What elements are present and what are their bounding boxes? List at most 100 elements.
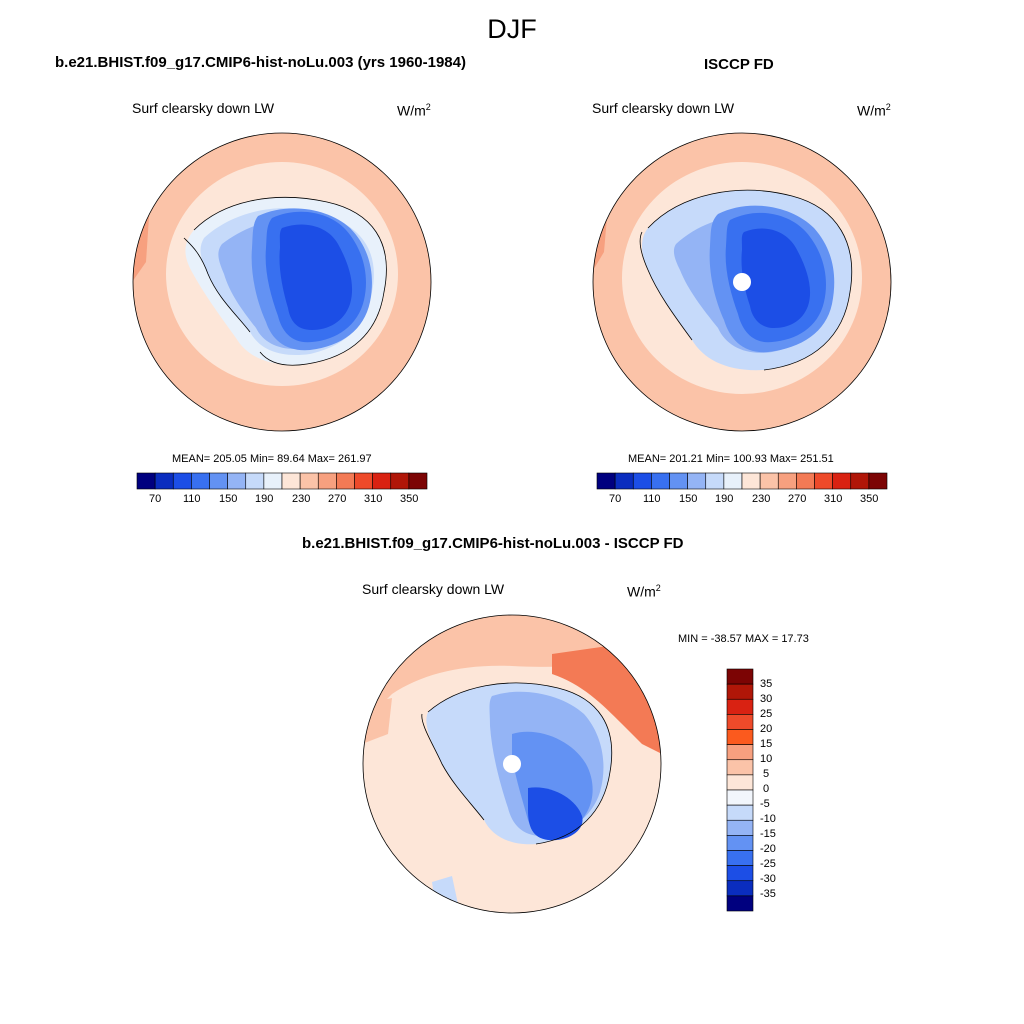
panel3-cb-tick: 35 — [760, 678, 773, 690]
panel3-cb-tick: -5 — [760, 798, 770, 810]
colorbar-swatch — [726, 744, 754, 761]
panel1-coastline — [183, 197, 387, 366]
panel3-pole-hole — [503, 755, 521, 773]
colorbar-swatch — [726, 683, 754, 700]
colorbar-swatch — [726, 759, 754, 776]
colorbar-swatch — [868, 472, 888, 490]
colorbar-swatch — [759, 472, 779, 490]
panel1-title: b.e21.BHIST.f09_g17.CMIP6-hist-noLu.003 … — [55, 54, 466, 71]
colorbar-swatch — [154, 472, 174, 490]
panel1-units-label: W/m2 — [397, 102, 431, 119]
colorbar-swatch — [596, 472, 616, 490]
panel2-cb-tick: 110 — [643, 493, 661, 505]
colorbar-swatch — [408, 472, 428, 490]
colorbar-swatch — [172, 472, 192, 490]
panel2-stats: MEAN= 201.21 Min= 100.93 Max= 251.51 — [628, 453, 834, 465]
colorbar-swatch — [726, 668, 754, 685]
colorbar-swatch — [726, 698, 754, 715]
colorbar-swatch — [687, 472, 707, 490]
colorbar-swatch — [705, 472, 725, 490]
colorbar-swatch — [723, 472, 743, 490]
colorbar-swatch — [726, 835, 754, 851]
panel2-ice-core — [741, 228, 811, 328]
panel3-stats: MIN = -38.57 MAX = 17.73 — [678, 633, 809, 645]
panel1-cb-tick: 230 — [292, 493, 311, 505]
panel3-cb-tick: -25 — [760, 858, 776, 870]
panel1-map-border — [132, 132, 432, 432]
colorbar-swatch — [245, 472, 265, 490]
panel3-cb-tick: -30 — [760, 873, 776, 885]
panel1-cb-tick: 190 — [255, 493, 274, 505]
panel3-cb-tick: -20 — [760, 843, 776, 855]
panel2-cb-tick: 350 — [860, 493, 879, 505]
colorbar-swatch — [651, 472, 670, 490]
panel1-colorbar — [136, 472, 428, 490]
panel3-colorbar-labels: 35 30 25 20 15 10 5 0 -5 -10 -15 -20 -25… — [758, 669, 798, 911]
colorbar-swatch — [832, 472, 852, 490]
panel1-variable-label: Surf clearsky down LW — [132, 100, 275, 116]
panel1-polar-map — [132, 132, 432, 432]
colorbar-swatch — [281, 472, 301, 490]
panel3-north-warm — [363, 615, 661, 724]
panel2-pole-hole — [733, 273, 751, 291]
colorbar-swatch — [372, 472, 392, 490]
colorbar-swatch — [850, 472, 870, 490]
panel1-cb-tick: 350 — [400, 493, 419, 505]
panel2-cb-tick: 270 — [788, 493, 807, 505]
colorbar-swatch — [669, 472, 688, 490]
panel2-cb-tick: 190 — [715, 493, 734, 505]
panel3-ice-diff-4 — [528, 787, 583, 841]
panel3-map-border — [362, 614, 662, 914]
panel2-cb-tick: 150 — [679, 493, 698, 505]
colorbar-swatch — [726, 850, 754, 866]
figure-title: DJF — [487, 14, 537, 44]
panel1-cb-tick: 270 — [328, 493, 347, 505]
colorbar-swatch — [726, 774, 754, 791]
panel3-cb-tick: 5 — [763, 768, 770, 780]
colorbar-swatch — [726, 895, 754, 912]
panel2-map-border — [592, 132, 892, 432]
colorbar-swatch — [209, 472, 228, 490]
colorbar-swatch — [136, 472, 156, 490]
colorbar-swatch — [741, 472, 761, 490]
panel1-colorbar-labels: 70 110 150 190 230 270 310 350 — [137, 493, 427, 507]
colorbar-swatch — [191, 472, 210, 490]
panel2-units-label: W/m2 — [857, 102, 891, 119]
colorbar-swatch — [354, 472, 373, 490]
panel3-cb-tick: 0 — [763, 783, 770, 795]
colorbar-swatch — [317, 472, 337, 490]
colorbar-swatch — [726, 804, 754, 821]
panel3-cb-tick: -15 — [760, 828, 776, 840]
colorbar-swatch — [336, 472, 355, 490]
panel2-cb-tick: 70 — [609, 493, 622, 505]
panel2-colorbar — [596, 472, 888, 490]
colorbar-swatch — [726, 819, 754, 836]
panel2-coastline — [639, 189, 853, 371]
panel3-cb-tick: 30 — [760, 693, 773, 705]
panel3-polar-map — [362, 614, 662, 914]
panel3-variable-label: Surf clearsky down LW — [362, 581, 505, 597]
colorbar-swatch — [726, 789, 754, 806]
panel2-variable-label: Surf clearsky down LW — [592, 100, 735, 116]
colorbar-swatch — [726, 714, 754, 730]
colorbar-swatch — [726, 729, 754, 745]
panel2-cb-tick: 230 — [752, 493, 771, 505]
panel3-cb-tick: 15 — [760, 738, 773, 750]
colorbar-swatch — [777, 472, 797, 490]
panel3-cb-tick: 20 — [760, 723, 773, 735]
panel1-cb-tick: 70 — [149, 493, 162, 505]
panel3-cb-tick: 10 — [760, 753, 773, 765]
colorbar-swatch — [726, 865, 754, 882]
panel2-polar-map — [592, 132, 892, 432]
colorbar-swatch — [796, 472, 815, 490]
panel3-colorbar — [726, 668, 754, 912]
panel3-cb-tick: -35 — [760, 888, 776, 900]
colorbar-swatch — [227, 472, 247, 490]
panel2-cb-tick: 310 — [824, 493, 843, 505]
panel1-cb-tick: 310 — [364, 493, 383, 505]
panel1-cb-tick: 110 — [183, 493, 201, 505]
panel3-cb-tick: -10 — [760, 813, 776, 825]
panel1-ice-core — [279, 224, 353, 330]
colorbar-swatch — [299, 472, 319, 490]
panel3-cb-tick: 25 — [760, 708, 773, 720]
